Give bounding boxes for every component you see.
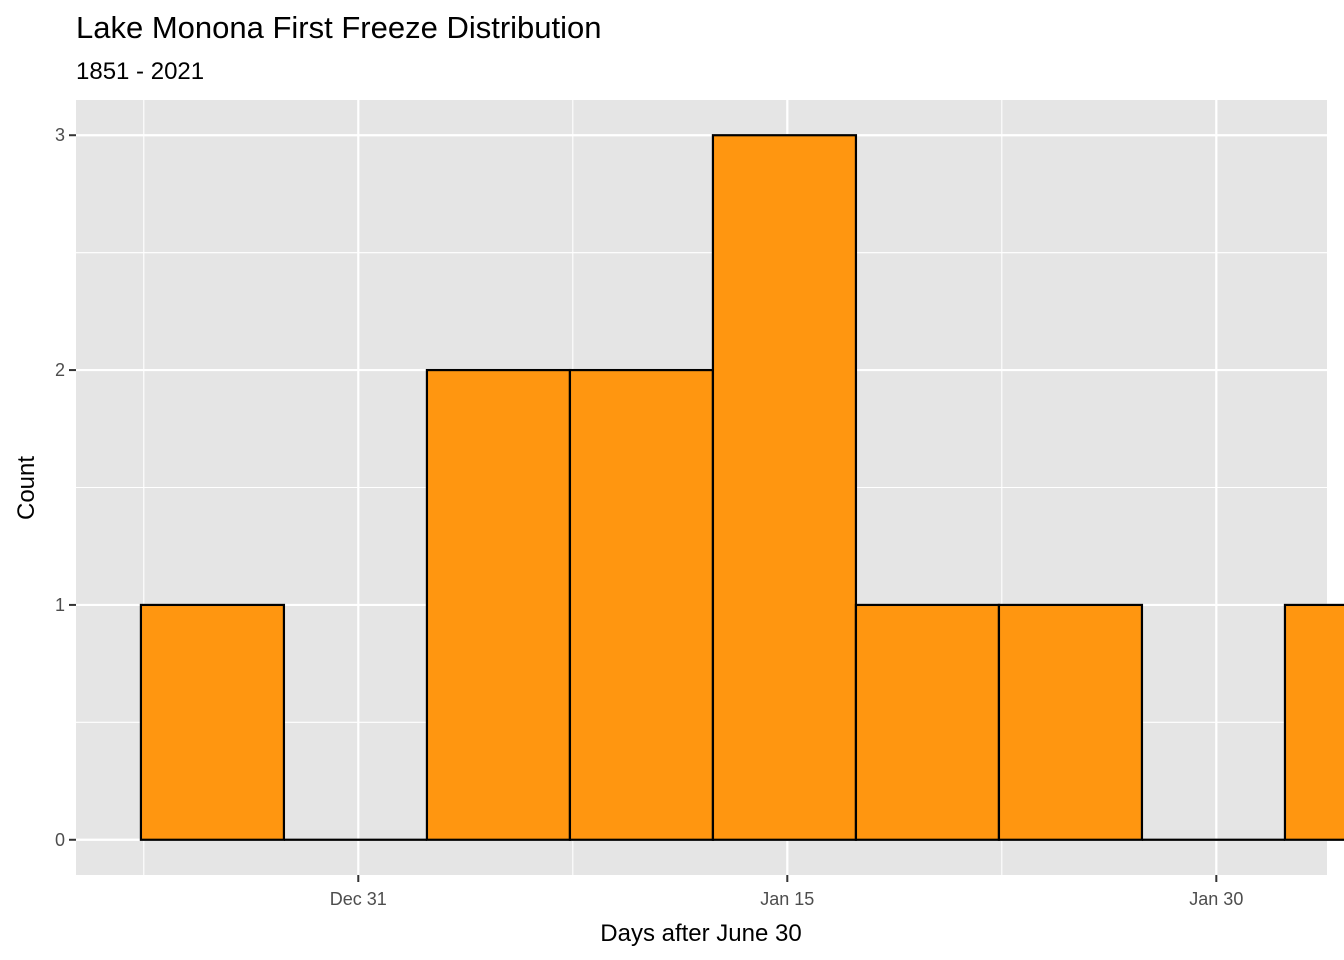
chart-subtitle: 1851 - 2021: [76, 58, 205, 85]
y-axis-title: Count: [13, 456, 40, 520]
y-axis: 0 1 2 3: [55, 125, 76, 850]
histogram-bar-8: [1283, 603, 1344, 841]
x-tick-label: Jan 15: [760, 889, 814, 909]
x-tick-label: Dec 31: [330, 889, 387, 909]
y-tick-label: 0: [55, 830, 65, 850]
histogram-bar-0: [139, 603, 286, 841]
y-tick-label: 3: [55, 125, 65, 145]
histogram-bars: [139, 134, 1344, 841]
histogram-bar-6: [997, 603, 1144, 841]
histogram-bar-3: [568, 368, 715, 841]
x-tick-label: Jan 30: [1189, 889, 1243, 909]
histogram-bar-5: [854, 603, 1001, 841]
x-axis-title: Days after June 30: [600, 920, 801, 947]
histogram-bar-2: [425, 368, 572, 841]
y-tick-label: 1: [55, 595, 65, 615]
y-tick-label: 2: [55, 360, 65, 380]
histogram-bar-4: [711, 134, 858, 841]
chart-title: Lake Monona First Freeze Distribution: [76, 10, 602, 45]
x-axis: Dec 31 Jan 15 Jan 30: [330, 875, 1243, 909]
